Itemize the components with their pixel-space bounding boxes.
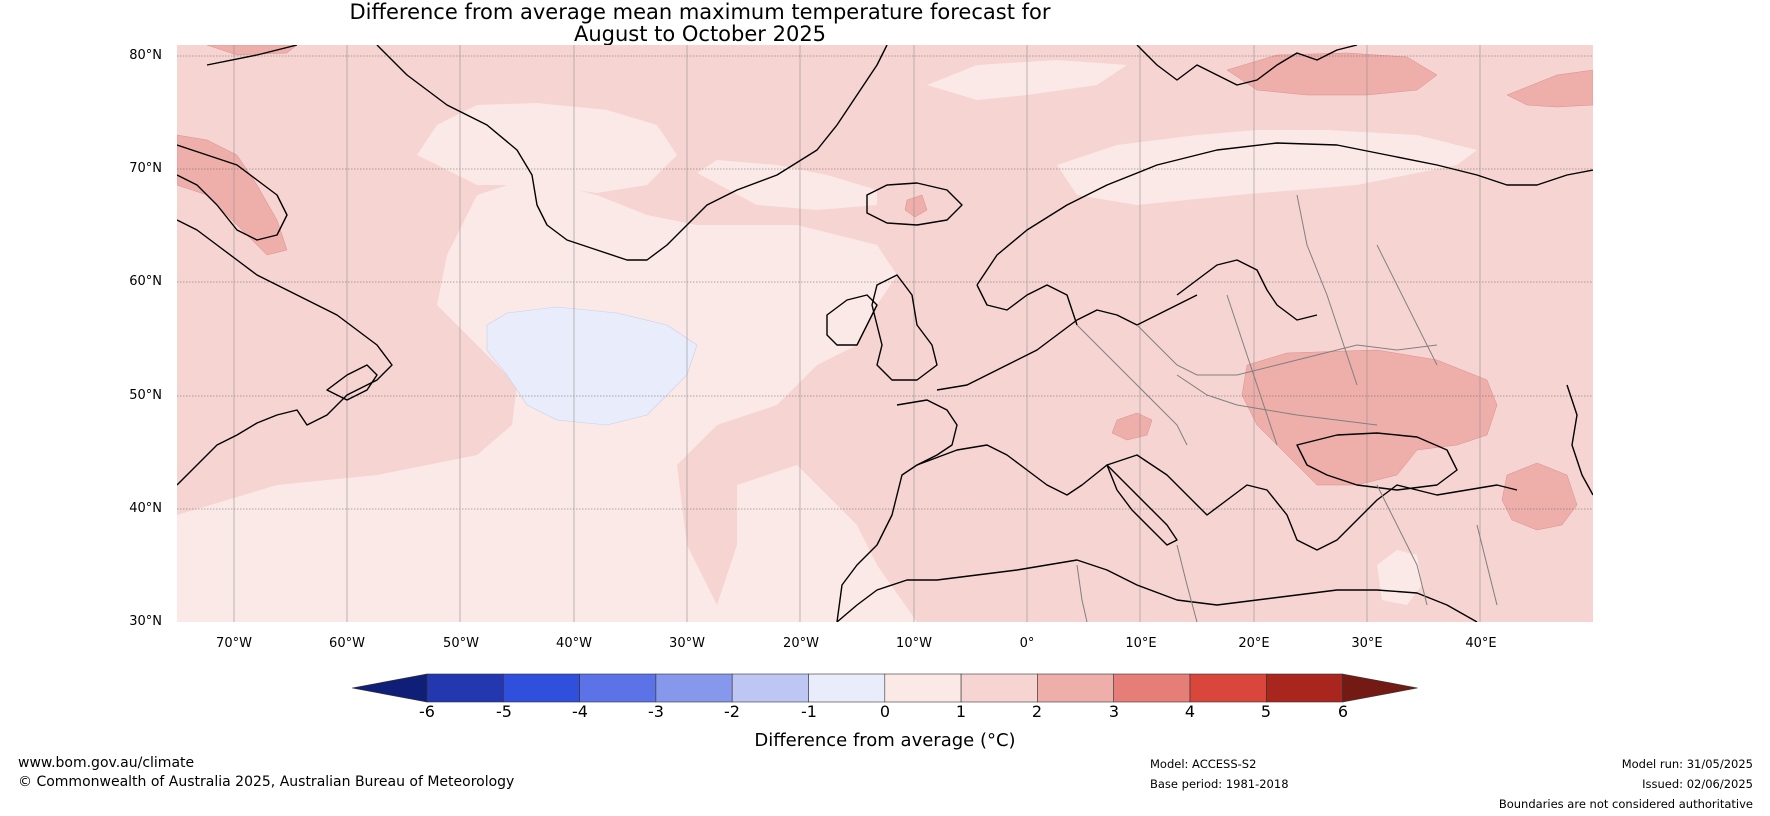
lat-label-40n: 40°N bbox=[129, 501, 162, 516]
colorbar-cell bbox=[884, 673, 962, 703]
colorbar-cell bbox=[503, 673, 580, 703]
anomaly-2-3-regions bbox=[177, 45, 1593, 531]
map-svg bbox=[177, 45, 1593, 622]
coastlines bbox=[177, 45, 1593, 622]
colorbar-cell bbox=[960, 673, 1038, 703]
colorbar-tick-2: 2 bbox=[1031, 702, 1043, 721]
colorbar-tick-5: 5 bbox=[1260, 702, 1272, 721]
lon-label-20e: 20°E bbox=[1238, 636, 1270, 651]
footer-disclaimer: Boundaries are not considered authoritat… bbox=[1498, 797, 1753, 811]
colorbar-cell bbox=[1189, 673, 1267, 703]
map-title-line2: August to October 2025 bbox=[573, 22, 827, 46]
lon-label-10w: 10°W bbox=[896, 636, 932, 651]
colorbar-cell bbox=[1037, 673, 1115, 703]
lon-label-50w: 50°W bbox=[443, 636, 479, 651]
map-title-line1: Difference from average mean maximum tem… bbox=[349, 0, 1051, 24]
colorbar-tick-m1: -1 bbox=[801, 702, 817, 721]
colorbar-extend-low bbox=[352, 673, 428, 703]
colorbar-tick-m4: -4 bbox=[572, 702, 588, 721]
colorbar-tick-m2: -2 bbox=[724, 702, 740, 721]
colorbar-cell bbox=[1113, 673, 1191, 703]
colorbar-cell bbox=[655, 673, 733, 703]
lon-label-30e: 30°E bbox=[1351, 636, 1383, 651]
footer-issued: Issued: 02/06/2025 bbox=[1642, 777, 1753, 791]
colorbar-cell bbox=[426, 673, 504, 703]
lon-label-20w: 20°W bbox=[783, 636, 819, 651]
lon-label-10e: 10°E bbox=[1125, 636, 1157, 651]
meridians bbox=[233, 45, 1481, 622]
colorbar-tick-m6: -6 bbox=[419, 702, 435, 721]
colorbar bbox=[352, 673, 1418, 703]
colorbar-tick-3: 3 bbox=[1108, 702, 1120, 721]
lon-label-40e: 40°E bbox=[1465, 636, 1497, 651]
lat-label-80n: 80°N bbox=[129, 48, 162, 63]
country-borders bbox=[1076, 194, 1498, 622]
footer-base-period: Base period: 1981-2018 bbox=[1150, 777, 1289, 791]
footer-model-run: Model run: 31/05/2025 bbox=[1621, 757, 1753, 771]
colorbar-extend-high bbox=[1342, 673, 1418, 703]
footer-url: www.bom.gov.au/climate bbox=[18, 755, 195, 771]
colorbar-tick-6: 6 bbox=[1337, 702, 1349, 721]
lat-label-30n: 30°N bbox=[129, 614, 162, 629]
colorbar-cell bbox=[731, 673, 809, 703]
graticule bbox=[177, 55, 1593, 510]
lon-label-40w: 40°W bbox=[556, 636, 592, 651]
anomaly-minus-1-0-region bbox=[486, 306, 698, 426]
colorbar-title: Difference from average (°C) bbox=[754, 730, 1016, 751]
colorbar-tick-m3: -3 bbox=[648, 702, 664, 721]
forecast-map bbox=[177, 45, 1593, 622]
colorbar-cell bbox=[579, 673, 657, 703]
colorbar-cell bbox=[808, 673, 886, 703]
footer-copyright: © Commonwealth of Australia 2025, Austra… bbox=[18, 774, 515, 790]
lon-label-60w: 60°W bbox=[329, 636, 365, 651]
colorbar-tick-1: 1 bbox=[955, 702, 967, 721]
lat-label-70n: 70°N bbox=[129, 161, 162, 176]
colorbar-cells bbox=[352, 673, 1418, 703]
colorbar-cell bbox=[1265, 673, 1343, 703]
lon-label-30w: 30°W bbox=[669, 636, 705, 651]
lat-label-60n: 60°N bbox=[129, 274, 162, 289]
colorbar-tick-4: 4 bbox=[1184, 702, 1196, 721]
footer-model: Model: ACCESS-S2 bbox=[1150, 757, 1257, 771]
colorbar-tick-0: 0 bbox=[879, 702, 891, 721]
lat-label-50n: 50°N bbox=[129, 388, 162, 403]
lon-label-70w: 70°W bbox=[216, 636, 252, 651]
lon-label-0: 0° bbox=[1019, 636, 1035, 651]
colorbar-tick-m5: -5 bbox=[496, 702, 512, 721]
